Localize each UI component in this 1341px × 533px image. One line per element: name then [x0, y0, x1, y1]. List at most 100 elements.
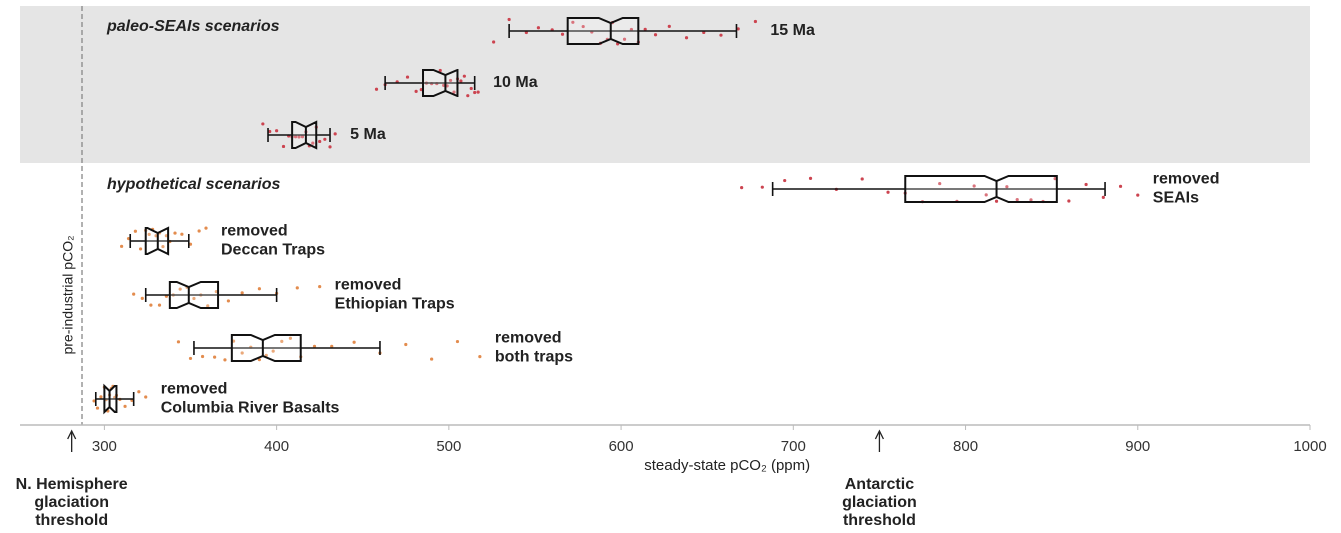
panel-background [20, 6, 1310, 163]
group-label: removed [221, 223, 288, 240]
sample-point [149, 303, 153, 307]
sample-point [223, 358, 227, 362]
sample-point [180, 232, 184, 236]
sample-point [213, 355, 217, 359]
sample-point [1101, 195, 1105, 199]
sample-point [275, 129, 279, 133]
sample-point [226, 299, 230, 303]
sample-point [206, 304, 210, 308]
reference-label: pre-industrial pCO₂ [60, 235, 76, 354]
sample-point [188, 356, 193, 361]
sample-point [161, 244, 165, 249]
x-axis-label: steady-state pCO₂ (ppm) [644, 457, 810, 474]
sample-point [268, 129, 272, 134]
sample-point [1084, 182, 1088, 187]
sample-point [469, 86, 473, 91]
sample-point [994, 199, 999, 203]
sample-point [1029, 198, 1033, 202]
sample-point [476, 90, 480, 94]
sample-point [808, 176, 813, 180]
sample-point [311, 141, 315, 145]
sample-point [240, 351, 244, 355]
marker-label: threshold [843, 512, 916, 529]
sample-point [240, 291, 244, 295]
group-label: 15 Ma [770, 22, 815, 39]
sample-point [466, 94, 470, 98]
sample-point [271, 349, 275, 353]
sample-point [257, 358, 261, 362]
sample-point [684, 36, 689, 40]
sample-point [120, 244, 124, 248]
group-label: removed [1153, 171, 1220, 188]
sample-point [860, 177, 864, 181]
sample-point [374, 87, 379, 91]
group-label: removed [335, 277, 402, 294]
sample-point [126, 237, 131, 241]
sample-point [261, 122, 265, 126]
sample-point [571, 20, 575, 24]
sample-point [204, 226, 208, 230]
sample-point [288, 336, 293, 340]
box [230, 334, 302, 362]
sample-point [333, 132, 337, 136]
sample-point [176, 340, 181, 344]
group-label: Columbia River Basalts [161, 400, 340, 417]
sample-point [462, 74, 466, 78]
panel-title: paleo-SEAIs scenarios [106, 18, 280, 35]
x-tick-label: 1000 [1293, 438, 1326, 455]
sample-point [138, 247, 143, 251]
sample-point [312, 344, 317, 348]
box [168, 281, 220, 309]
marker-label: glaciation [842, 494, 917, 511]
sample-point [1118, 184, 1123, 188]
box [566, 17, 640, 45]
group-label: SEAIs [1153, 190, 1199, 207]
sample-point [137, 390, 141, 394]
sample-point [200, 354, 205, 359]
sample-point [318, 285, 322, 289]
sample-point [281, 144, 286, 149]
sample-point [972, 184, 976, 188]
sample-point [144, 395, 148, 399]
sample-point [178, 287, 182, 291]
group-label: Ethiopian Traps [335, 296, 455, 313]
sample-point [405, 75, 410, 79]
sample-point [328, 145, 332, 149]
sample-point [323, 137, 327, 141]
sample-point [507, 17, 511, 22]
sample-point [147, 232, 151, 236]
sample-point [330, 344, 334, 348]
sample-point [92, 399, 96, 403]
sample-point [1005, 185, 1009, 189]
sample-point [173, 231, 177, 235]
sample-point [295, 286, 299, 290]
group-label: 10 Ma [493, 74, 538, 91]
marker-label: Antarctic [845, 476, 914, 493]
sample-point [492, 40, 496, 44]
marker-label: threshold [35, 512, 108, 529]
sample-point [886, 190, 890, 194]
panel-title: hypothetical scenarios [107, 176, 280, 193]
sample-point [157, 303, 162, 307]
sample-point [95, 406, 100, 410]
sample-point [297, 135, 301, 139]
sample-point [653, 33, 658, 37]
sample-point [430, 357, 434, 361]
sample-point [760, 185, 764, 189]
x-tick-label: 700 [781, 438, 806, 455]
marker-label: glaciation [34, 494, 109, 511]
panel-background [20, 163, 1310, 420]
sample-point [123, 404, 127, 408]
sample-point [667, 24, 671, 28]
sample-point [643, 27, 647, 31]
sample-point [1067, 199, 1071, 203]
sample-point [560, 32, 565, 36]
sample-point [188, 242, 193, 246]
x-tick-label: 300 [92, 438, 117, 455]
sample-point [293, 135, 298, 139]
group-label: 5 Ma [350, 126, 386, 143]
sample-point [459, 79, 463, 83]
marker-label: N. Hemisphere [16, 476, 128, 493]
group-label: removed [495, 330, 562, 347]
x-tick-label: 900 [1125, 438, 1150, 455]
